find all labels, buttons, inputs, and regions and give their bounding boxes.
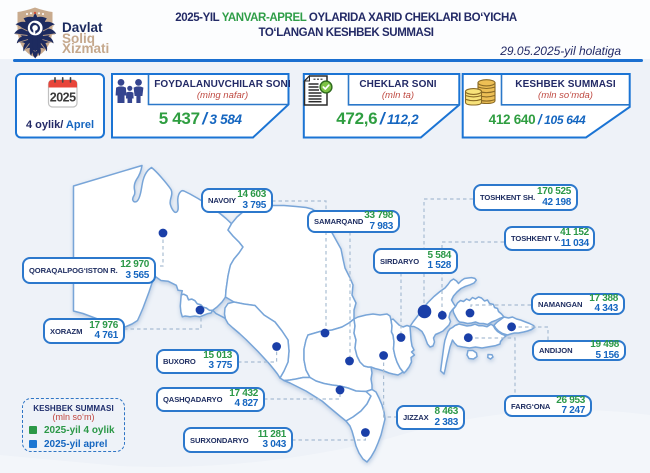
svg-text:2025: 2025 — [50, 91, 76, 105]
